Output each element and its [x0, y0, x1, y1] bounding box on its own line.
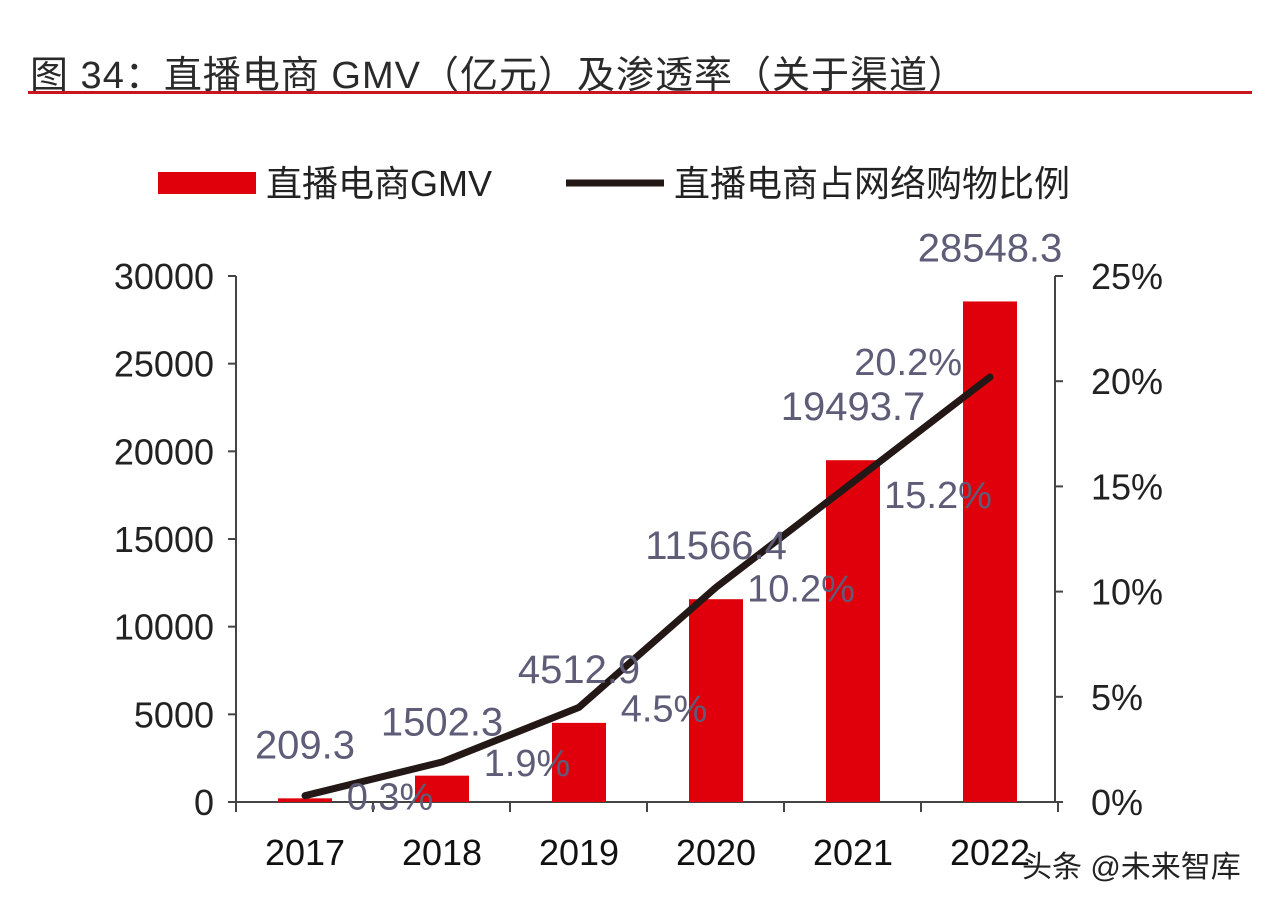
left-tick-label: 20000: [114, 431, 214, 472]
right-tick-label: 20%: [1091, 361, 1163, 402]
gmv-bar: [963, 301, 1017, 802]
penetration-data-label: 20.2%: [854, 342, 962, 384]
x-tick-label: 2018: [402, 832, 482, 873]
title-underline: [28, 91, 1252, 94]
penetration-data-label: 10.2%: [747, 568, 855, 610]
legend-bar-label: 直播电商GMV: [266, 163, 492, 204]
right-tick-label: 15%: [1091, 466, 1163, 507]
left-tick-label: 30000: [114, 256, 214, 297]
figure-title: 图 34：直播电商 GMV（亿元）及渗透率（关于渠道）: [30, 55, 967, 97]
gmv-data-label: 19493.7: [781, 385, 926, 429]
x-tick-label: 2020: [676, 832, 756, 873]
legend-bar-swatch: [158, 172, 256, 194]
watermark: 头条 @未来智库: [1022, 851, 1241, 884]
x-tick-label: 2019: [539, 832, 619, 873]
penetration-line: [301, 373, 994, 800]
gmv-data-label: 1502.3: [381, 701, 503, 745]
left-tick-label: 15000: [114, 519, 214, 560]
left-tick-label: 25000: [114, 344, 214, 385]
penetration-data-label: 15.2%: [884, 475, 992, 517]
right-tick-label: 10%: [1091, 572, 1163, 613]
right-tick-label: 5%: [1091, 677, 1143, 718]
gmv-bar: [278, 798, 332, 802]
x-tick-label: 2021: [813, 832, 893, 873]
left-tick-label: 0: [194, 782, 214, 823]
x-tick-label: 2022: [950, 832, 1030, 873]
gmv-data-label: 4512.9: [518, 648, 640, 692]
left-tick-label: 10000: [114, 607, 214, 648]
penetration-data-label: 0.3%: [347, 777, 434, 819]
gmv-bar: [415, 775, 469, 802]
gmv-data-label: 209.3: [255, 723, 355, 767]
penetration-data-label: 4.5%: [621, 688, 708, 730]
gmv-data-label: 28548.3: [918, 226, 1063, 270]
gmv-bar: [552, 722, 606, 802]
right-tick-label: 25%: [1091, 256, 1163, 297]
left-tick-label: 5000: [134, 694, 214, 735]
gmv-bar: [689, 599, 743, 802]
x-tick-label: 2017: [265, 832, 345, 873]
gmv-bar: [826, 460, 880, 802]
gmv-data-label: 11566.4: [645, 524, 787, 568]
penetration-data-label: 1.9%: [484, 743, 571, 785]
right-tick-label: 0%: [1091, 782, 1143, 823]
legend-line-label: 直播电商占网络购物比例: [674, 163, 1070, 204]
